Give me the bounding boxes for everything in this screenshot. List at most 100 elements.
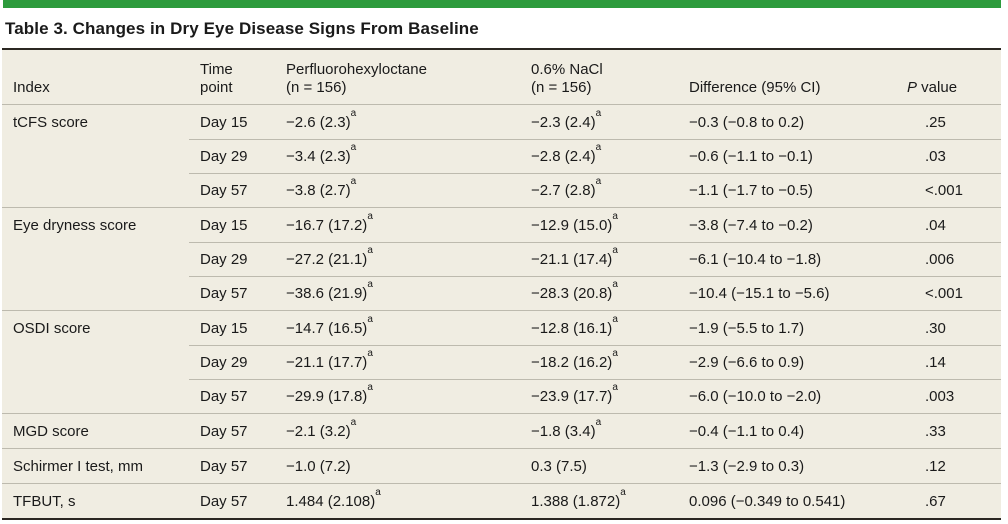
footnote-marker: a [595,175,602,187]
footnote-marker: a [367,347,373,359]
table-row: Day 57 −38.6 (21.9)a −28.3 (20.8)a −10.4 (−… [2,276,1001,310]
perfluorohexyloctane-cell: 1.484 (2.108)a [286,486,381,510]
p-value-symbol: P [907,79,918,96]
footnote-marker: a [620,486,626,498]
col-header-difference: Difference (95% CI) [689,79,821,96]
footnote-marker: a [350,175,357,187]
time-point-cell: Day 57 [200,181,248,199]
nacl-cell: −12.9 (15.0)a [531,210,618,234]
footnote-marker: a [612,210,618,222]
time-point-cell: Day 57 [200,387,248,405]
table-row: TFBUT, s Day 57 1.484 (2.108)a 1.388 (1.872… [2,484,1001,518]
table-row: Day 57 −3.8 (2.7)a −2.7 (2.8)a −1.1 (−1.7 t… [2,173,1001,207]
table-row: Day 29 −27.2 (21.1)a −21.1 (17.4)a −6.1 (−1… [2,242,1001,276]
table-row: tCFS score Day 15 −2.6 (2.3)a −2.3 (2.4)a −0… [2,105,1001,139]
footnote-marker: a [595,141,602,153]
footnote-marker: a [367,278,373,290]
perfluorohexyloctane-cell: −27.2 (21.1)a [286,244,373,268]
difference-cell: −2.9 (−6.6 to 0.9) [689,353,805,371]
difference-cell: −10.4 (−15.1 to −5.6) [689,284,830,302]
time-point-cell: Day 29 [200,353,248,371]
footnote-marker: a [612,381,618,393]
footnote-marker: a [595,416,602,428]
index-cell: Schirmer I test, mm [13,457,144,475]
p-value-cell: .14 [925,353,946,371]
footnote-marker: a [367,381,373,393]
p-value-cell: <.001 [925,284,963,302]
nacl-cell: −2.7 (2.8)a [531,175,602,199]
col-header-p-value: P value [896,79,1001,97]
row-group: MGD score Day 57 −2.1 (3.2)a −1.8 (3.4)a −0.… [2,413,1001,448]
nacl-cell: −28.3 (20.8)a [531,278,618,302]
footnote-marker: a [367,313,373,325]
time-point-cell: Day 15 [200,319,248,337]
p-value-cell: .04 [925,216,946,234]
nacl-cell: 0.3 (7.5) [531,457,587,475]
table-row: Eye dryness score Day 15 −16.7 (17.2)a −12.… [2,208,1001,242]
p-value-cell: .12 [925,457,946,475]
table-body: tCFS score Day 15 −2.6 (2.3)a −2.3 (2.4)a −0… [2,105,1001,518]
col-header-nacl: 0.6% NaCl (n = 156) [531,61,603,96]
p-value-cell: <.001 [925,181,963,199]
perfluorohexyloctane-cell: −21.1 (17.7)a [286,347,373,371]
index-cell: OSDI score [13,319,91,337]
p-value-cell: .003 [925,387,955,405]
nacl-cell: −2.3 (2.4)a [531,107,602,131]
difference-cell: −0.6 (−1.1 to −0.1) [689,147,813,165]
footnote-marker: a [367,210,373,222]
p-value-word: value [917,79,958,96]
row-group: Schirmer I test, mm Day 57 −1.0 (7.2) 0.3 (… [2,448,1001,483]
index-cell: TFBUT, s [13,492,76,510]
p-value-cell: .33 [925,422,946,440]
perfluorohexyloctane-cell: −1.0 (7.2) [286,457,351,475]
footnote-marker: a [612,313,618,325]
p-value-cell: .30 [925,319,946,337]
col-header-index: Index [13,79,50,96]
perfluorohexyloctane-cell: −29.9 (17.8)a [286,381,373,405]
time-point-cell: Day 29 [200,147,248,165]
perfluorohexyloctane-cell: −3.4 (2.3)a [286,141,357,165]
col-header-perfluorohexyloctane: Perfluorohexyloctane (n = 156) [286,61,427,96]
difference-cell: −0.3 (−0.8 to 0.2) [689,113,805,131]
nacl-cell: −21.1 (17.4)a [531,244,618,268]
time-point-cell: Day 57 [200,422,248,440]
data-table: Index Time point Perfluorohexyloctane (n… [2,48,1001,520]
bottom-rule [2,518,1001,520]
difference-cell: 0.096 (−0.349 to 0.541) [689,492,846,510]
top-rule [2,48,1001,50]
footnote-marker: a [367,244,373,256]
table-row: Day 29 −21.1 (17.7)a −18.2 (16.2)a −2.9 (−6… [2,345,1001,379]
row-group: OSDI score Day 15 −14.7 (16.5)a −12.8 (16.1… [2,310,1001,413]
table-row: Day 57 −29.9 (17.8)a −23.9 (17.7)a −6.0 (−1… [2,379,1001,413]
perfluorohexyloctane-cell: −38.6 (21.9)a [286,278,373,302]
index-cell: Eye dryness score [13,216,137,234]
p-value-cell: .006 [925,250,955,268]
difference-cell: −3.8 (−7.4 to −0.2) [689,216,813,234]
footnote-marker: a [612,347,618,359]
col-header-time-point: Time point [200,61,233,96]
row-group: TFBUT, s Day 57 1.484 (2.108)a 1.388 (1.872… [2,483,1001,518]
perfluorohexyloctane-cell: −2.1 (3.2)a [286,416,357,440]
difference-cell: −0.4 (−1.1 to 0.4) [689,422,805,440]
footnote-marker: a [350,107,357,119]
footnote-marker: a [375,486,381,498]
difference-cell: −6.0 (−10.0 to −2.0) [689,387,822,405]
perfluorohexyloctane-cell: −14.7 (16.5)a [286,313,373,337]
row-group: tCFS score Day 15 −2.6 (2.3)a −2.3 (2.4)a −0… [2,105,1001,207]
table-row: Day 29 −3.4 (2.3)a −2.8 (2.4)a −0.6 (−1.1 t… [2,139,1001,173]
time-point-cell: Day 57 [200,492,248,510]
footnote-marker: a [595,107,602,119]
time-point-cell: Day 57 [200,284,248,302]
p-value-cell: .25 [925,113,946,131]
table-row: MGD score Day 57 −2.1 (3.2)a −1.8 (3.4)a −0.… [2,414,1001,448]
difference-cell: −1.1 (−1.7 to −0.5) [689,181,813,199]
table-header-row: Index Time point Perfluorohexyloctane (n… [2,50,1001,105]
perfluorohexyloctane-cell: −3.8 (2.7)a [286,175,357,199]
difference-cell: −1.3 (−2.9 to 0.3) [689,457,805,475]
p-value-cell: .67 [925,492,946,510]
time-point-cell: Day 15 [200,216,248,234]
time-point-cell: Day 29 [200,250,248,268]
perfluorohexyloctane-cell: −16.7 (17.2)a [286,210,373,234]
footnote-marker: a [350,416,357,428]
nacl-cell: 1.388 (1.872)a [531,486,626,510]
